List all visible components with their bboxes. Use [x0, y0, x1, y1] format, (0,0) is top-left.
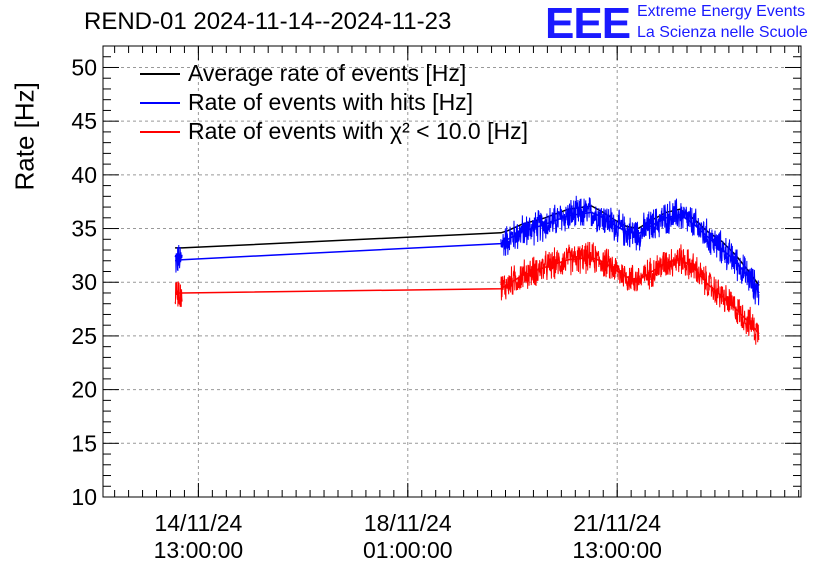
legend-label-hits: Rate of events with hits [Hz] [188, 89, 474, 115]
x-tick-date: 14/11/24 [154, 510, 243, 536]
x-tick-label: 14/11/24 13:00:00 [128, 510, 268, 564]
y-tick-label: 30 [71, 269, 97, 295]
series-layer [174, 195, 760, 345]
series-2 [174, 241, 760, 345]
x-tick-date: 21/11/24 [573, 510, 662, 536]
y-tick-label: 50 [71, 54, 97, 80]
y-tick-label: 10 [71, 484, 97, 510]
legend-swatch-average [140, 73, 180, 75]
axes: 10 15 20 25 30 35 40 45 50 [71, 45, 802, 510]
y-axis-label: Rate [Hz] [9, 82, 40, 191]
series-noise [500, 195, 760, 306]
logo-text-line2: La Scienza nelle Scuole [637, 24, 808, 41]
y-tick-label: 45 [71, 108, 97, 134]
series-noise [174, 281, 183, 307]
x-tick-label: 18/11/24 01:00:00 [338, 510, 478, 564]
y-tick-label: 35 [71, 216, 97, 242]
eee-logo: EEE [545, 0, 631, 48]
series-noise [174, 245, 183, 273]
y-tick-label: 40 [71, 162, 97, 188]
x-tick-time: 13:00:00 [572, 537, 662, 563]
y-tick-label: 15 [71, 430, 97, 456]
x-tick-time: 13:00:00 [153, 537, 244, 563]
logo-text-line1: Extreme Energy Events [637, 3, 806, 20]
legend-swatch-hits [140, 102, 180, 104]
series-1 [174, 195, 760, 306]
plot-frame [102, 45, 802, 498]
x-tick-date: 18/11/24 [363, 510, 452, 536]
y-tick-label: 20 [71, 377, 97, 403]
legend-label-chi2: Rate of events with χ² < 10.0 [Hz] [188, 118, 528, 144]
chart-title: REND-01 2024-11-14--2024-11-23 [84, 8, 452, 35]
grid [103, 46, 801, 497]
legend-label-average: Average rate of events [Hz] [188, 60, 467, 86]
legend-swatch-chi2 [140, 131, 180, 133]
y-tick-label: 25 [71, 323, 97, 349]
series-noise [500, 241, 760, 345]
x-tick-label: 21/11/24 13:00:00 [547, 510, 687, 564]
x-tick-time: 01:00:00 [363, 537, 453, 563]
